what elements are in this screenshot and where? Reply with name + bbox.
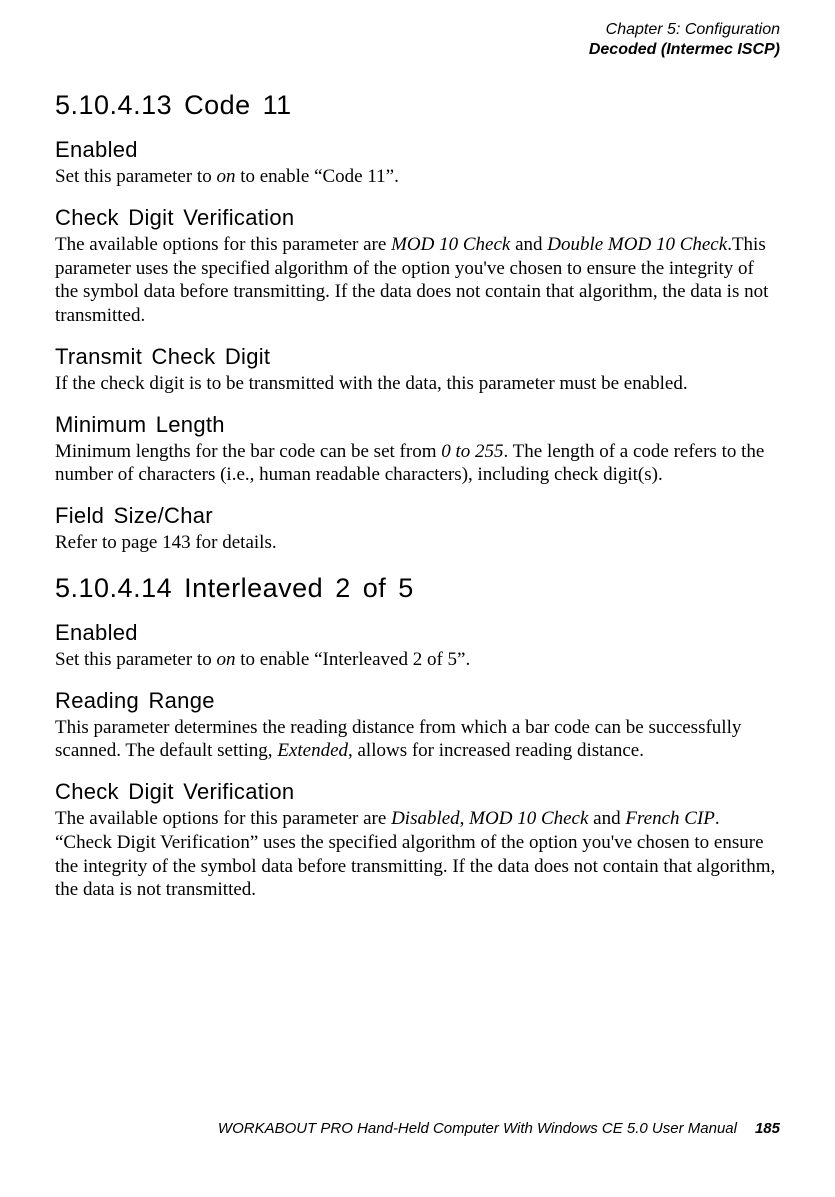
body-tcd: If the check digit is to be transmitted …: [55, 372, 780, 396]
text: The available options for this parameter…: [55, 808, 391, 829]
italic: on: [216, 166, 235, 187]
body-cdv-2: The available options for this parameter…: [55, 807, 780, 902]
subheading-cdv-1: Check Digit Verification: [55, 205, 780, 231]
header-section: Decoded (Intermec ISCP): [55, 40, 780, 60]
body-enabled-1: Set this parameter to on to enable “Code…: [55, 165, 780, 189]
text: ,: [460, 808, 470, 829]
subheading-reading-range: Reading Range: [55, 688, 780, 714]
page-number: 185: [755, 1120, 780, 1137]
subheading-minlen: Minimum Length: [55, 412, 780, 438]
page-header: Chapter 5: Configuration Decoded (Interm…: [55, 20, 780, 60]
italic: Disabled: [391, 808, 460, 829]
text: Set this parameter to: [55, 649, 216, 670]
italic: Extended: [277, 740, 348, 761]
italic: French CIP: [625, 808, 715, 829]
italic: on: [216, 649, 235, 670]
text: to enable “Interleaved 2 of 5”.: [235, 649, 470, 670]
text: to enable “Code 11”.: [235, 166, 398, 187]
text: Set this parameter to: [55, 166, 216, 187]
page-container: Chapter 5: Configuration Decoded (Interm…: [0, 0, 835, 1197]
section-heading-i2of5: 5.10.4.14 Interleaved 2 of 5: [55, 573, 780, 604]
body-cdv-1: The available options for this parameter…: [55, 233, 780, 328]
text: and: [510, 234, 547, 255]
body-enabled-2: Set this parameter to on to enable “Inte…: [55, 648, 780, 672]
body-minlen: Minimum lengths for the bar code can be …: [55, 440, 780, 488]
italic: 0 to 255: [441, 441, 503, 462]
italic: MOD 10 Check: [391, 234, 510, 255]
subheading-tcd: Transmit Check Digit: [55, 344, 780, 370]
italic: Double MOD 10 Check: [547, 234, 727, 255]
text: , allows for increased reading distance.: [348, 740, 644, 761]
header-chapter: Chapter 5: Configuration: [55, 20, 780, 40]
page-footer: WORKABOUT PRO Hand-Held Computer With Wi…: [218, 1120, 780, 1137]
subheading-cdv-2: Check Digit Verification: [55, 779, 780, 805]
body-fieldsize: Refer to page 143 for details.: [55, 531, 780, 555]
italic: MOD 10 Check: [469, 808, 588, 829]
subheading-fieldsize: Field Size/Char: [55, 503, 780, 529]
text: and: [588, 808, 625, 829]
section-heading-code11: 5.10.4.13 Code 11: [55, 90, 780, 121]
subheading-enabled-1: Enabled: [55, 137, 780, 163]
body-reading-range: This parameter determines the reading di…: [55, 716, 780, 764]
text: Minimum lengths for the bar code can be …: [55, 441, 441, 462]
footer-text: WORKABOUT PRO Hand-Held Computer With Wi…: [218, 1120, 737, 1137]
subheading-enabled-2: Enabled: [55, 620, 780, 646]
text: The available options for this parameter…: [55, 234, 391, 255]
